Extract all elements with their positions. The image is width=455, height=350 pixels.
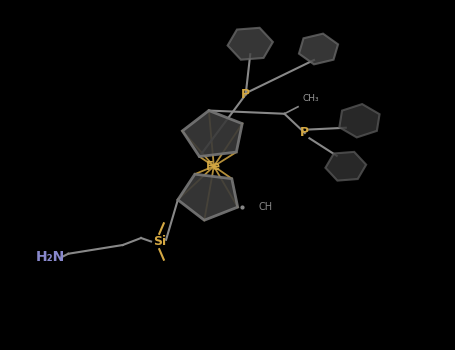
Text: CH: CH	[258, 202, 272, 212]
Polygon shape	[339, 104, 379, 138]
Text: CH₃: CH₃	[303, 94, 319, 103]
Text: P: P	[241, 88, 250, 101]
Polygon shape	[228, 28, 273, 60]
Text: H₂N: H₂N	[35, 250, 65, 264]
Polygon shape	[182, 111, 242, 156]
Text: Si: Si	[153, 235, 166, 248]
Polygon shape	[299, 34, 338, 64]
Text: P: P	[300, 126, 309, 140]
Text: Fe: Fe	[207, 160, 221, 173]
Polygon shape	[325, 152, 366, 181]
Polygon shape	[178, 174, 238, 220]
